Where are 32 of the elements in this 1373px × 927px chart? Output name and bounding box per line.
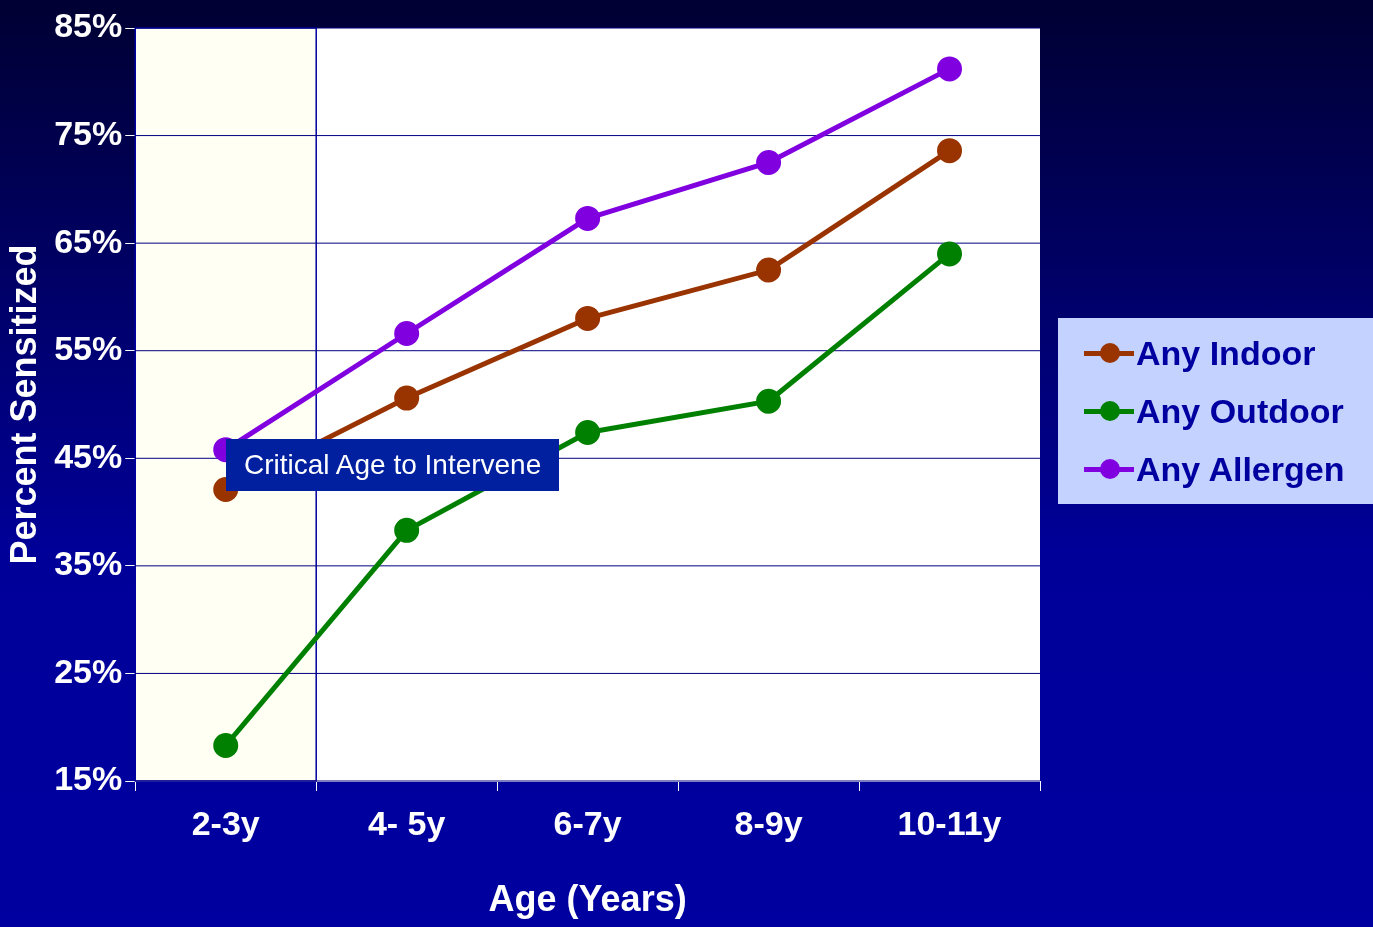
y-tick-label: 35% <box>54 544 123 583</box>
y-tick-label: 55% <box>54 329 123 368</box>
legend-label: Any Indoor <box>1136 333 1316 373</box>
y-tick-label: 65% <box>54 221 123 260</box>
y-tick-label: 75% <box>54 113 123 152</box>
y-tick-label: 45% <box>54 436 123 475</box>
point <box>394 385 420 411</box>
point <box>756 149 782 175</box>
point <box>937 138 963 164</box>
legend-label: Any Allergen <box>1136 449 1345 489</box>
annotation: Critical Age to Intervene <box>226 439 560 491</box>
y-axis-title: Percent Sensitized <box>2 244 44 565</box>
y-tick-label: 15% <box>54 759 123 798</box>
x-axis-title: Age (Years) <box>488 878 687 920</box>
x-tick-label: 8-9y <box>734 803 803 842</box>
point <box>756 257 782 283</box>
point <box>937 241 963 267</box>
x-tick-label: 4- 5y <box>367 803 446 842</box>
point <box>213 733 239 758</box>
x-tick-label: 2-3y <box>191 803 260 842</box>
point <box>575 419 601 445</box>
point <box>575 205 601 231</box>
point <box>756 388 782 414</box>
x-tick-label: 6-7y <box>553 803 622 842</box>
point <box>394 321 420 346</box>
point <box>575 305 601 331</box>
x-tick-label: 10-11y <box>897 803 1002 842</box>
point <box>394 517 420 543</box>
y-tick-label: 25% <box>54 651 123 690</box>
point <box>937 56 963 82</box>
legend-label: Any Outdoor <box>1136 391 1344 431</box>
y-tick-label: 85% <box>54 6 123 45</box>
